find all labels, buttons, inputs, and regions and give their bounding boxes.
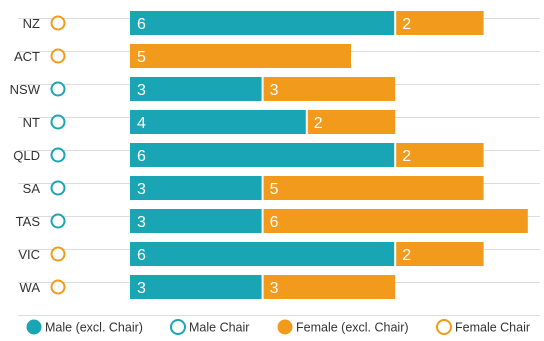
row-sa: SA 3 5 bbox=[23, 176, 484, 200]
bar-value-label: 3 bbox=[137, 214, 146, 231]
bar-segment bbox=[130, 209, 263, 233]
bar-segment bbox=[262, 77, 396, 101]
bar-value-label: 4 bbox=[137, 115, 146, 132]
category-label: TAS bbox=[16, 214, 41, 229]
row-wa: WA 3 3 bbox=[20, 275, 396, 299]
bar-value-label: 2 bbox=[402, 148, 411, 165]
row-qld: QLD 6 2 bbox=[13, 143, 484, 167]
bar-segment bbox=[262, 176, 484, 200]
bar-segment bbox=[130, 44, 351, 68]
legend-label: Female Chair bbox=[455, 321, 530, 335]
chair-marker bbox=[50, 81, 66, 97]
category-label: NT bbox=[23, 115, 40, 130]
bar-segment bbox=[306, 110, 396, 134]
category-label: VIC bbox=[18, 247, 40, 262]
chair-marker bbox=[50, 147, 66, 163]
bar-value-label: 3 bbox=[270, 280, 279, 297]
bar-segment bbox=[395, 11, 484, 35]
legend-marker-hollow bbox=[436, 319, 452, 335]
bar-value-label: 3 bbox=[137, 280, 146, 297]
bar-segment bbox=[130, 275, 263, 299]
legend-label: Female (excl. Chair) bbox=[296, 321, 409, 335]
bar-value-label: 6 bbox=[137, 16, 146, 33]
bar-segment bbox=[130, 143, 396, 167]
category-label: NZ bbox=[23, 16, 40, 31]
bar-value-label: 5 bbox=[270, 181, 279, 198]
chart-rows: NZ 6 2 ACT 5 NSW 3 3 NT 4 2 QLD 6 2 SA 3 5 TAS 3 6 VIC 6 2 WA 3 3 bbox=[10, 11, 528, 299]
legend-item: Female (excl. Chair) bbox=[277, 319, 409, 335]
chair-marker bbox=[50, 114, 66, 130]
chair-marker bbox=[50, 246, 66, 262]
bar-value-label: 6 bbox=[137, 148, 146, 165]
bar-value-label: 2 bbox=[402, 247, 411, 264]
bar-segment bbox=[130, 176, 263, 200]
bar-segment bbox=[395, 143, 484, 167]
bar-segment bbox=[395, 242, 484, 266]
row-vic: VIC 6 2 bbox=[18, 242, 484, 266]
legend-label: Male Chair bbox=[189, 321, 249, 335]
legend-label: Male (excl. Chair) bbox=[45, 321, 143, 335]
category-label: NSW bbox=[10, 82, 41, 97]
bar-segment bbox=[130, 110, 307, 134]
category-label: ACT bbox=[14, 49, 40, 64]
legend: Male (excl. Chair) Male Chair Female (excl… bbox=[26, 319, 530, 335]
bar-value-label: 5 bbox=[137, 49, 146, 66]
chair-marker bbox=[50, 180, 66, 196]
legend-item: Male Chair bbox=[170, 319, 249, 335]
bar-segment bbox=[130, 77, 263, 101]
bar-value-label: 6 bbox=[137, 247, 146, 264]
legend-item: Male (excl. Chair) bbox=[26, 319, 143, 335]
chair-marker bbox=[50, 213, 66, 229]
legend-marker-hollow bbox=[170, 319, 186, 335]
bar-segment bbox=[262, 209, 528, 233]
bar-value-label: 3 bbox=[137, 82, 146, 99]
chair-marker bbox=[50, 279, 66, 295]
bar-segment bbox=[130, 11, 396, 35]
bar-segment bbox=[262, 275, 396, 299]
category-label: QLD bbox=[13, 148, 40, 163]
bar-value-label: 3 bbox=[270, 82, 279, 99]
row-nsw: NSW 3 3 bbox=[10, 77, 396, 101]
bar-value-label: 3 bbox=[137, 181, 146, 198]
chair-marker bbox=[50, 15, 66, 31]
bar-segment bbox=[130, 242, 396, 266]
legend-marker-filled bbox=[277, 319, 293, 335]
legend-marker-filled bbox=[26, 319, 42, 335]
chair-marker bbox=[50, 48, 66, 64]
category-label: WA bbox=[20, 280, 41, 295]
row-tas: TAS 3 6 bbox=[16, 209, 528, 233]
row-act: ACT 5 bbox=[14, 44, 351, 68]
row-nt: NT 4 2 bbox=[23, 110, 396, 134]
bar-value-label: 6 bbox=[270, 214, 279, 231]
legend-item: Female Chair bbox=[436, 319, 530, 335]
row-nz: NZ 6 2 bbox=[23, 11, 484, 35]
category-label: SA bbox=[23, 181, 41, 196]
bar-value-label: 2 bbox=[402, 16, 411, 33]
bar-value-label: 2 bbox=[314, 115, 323, 132]
